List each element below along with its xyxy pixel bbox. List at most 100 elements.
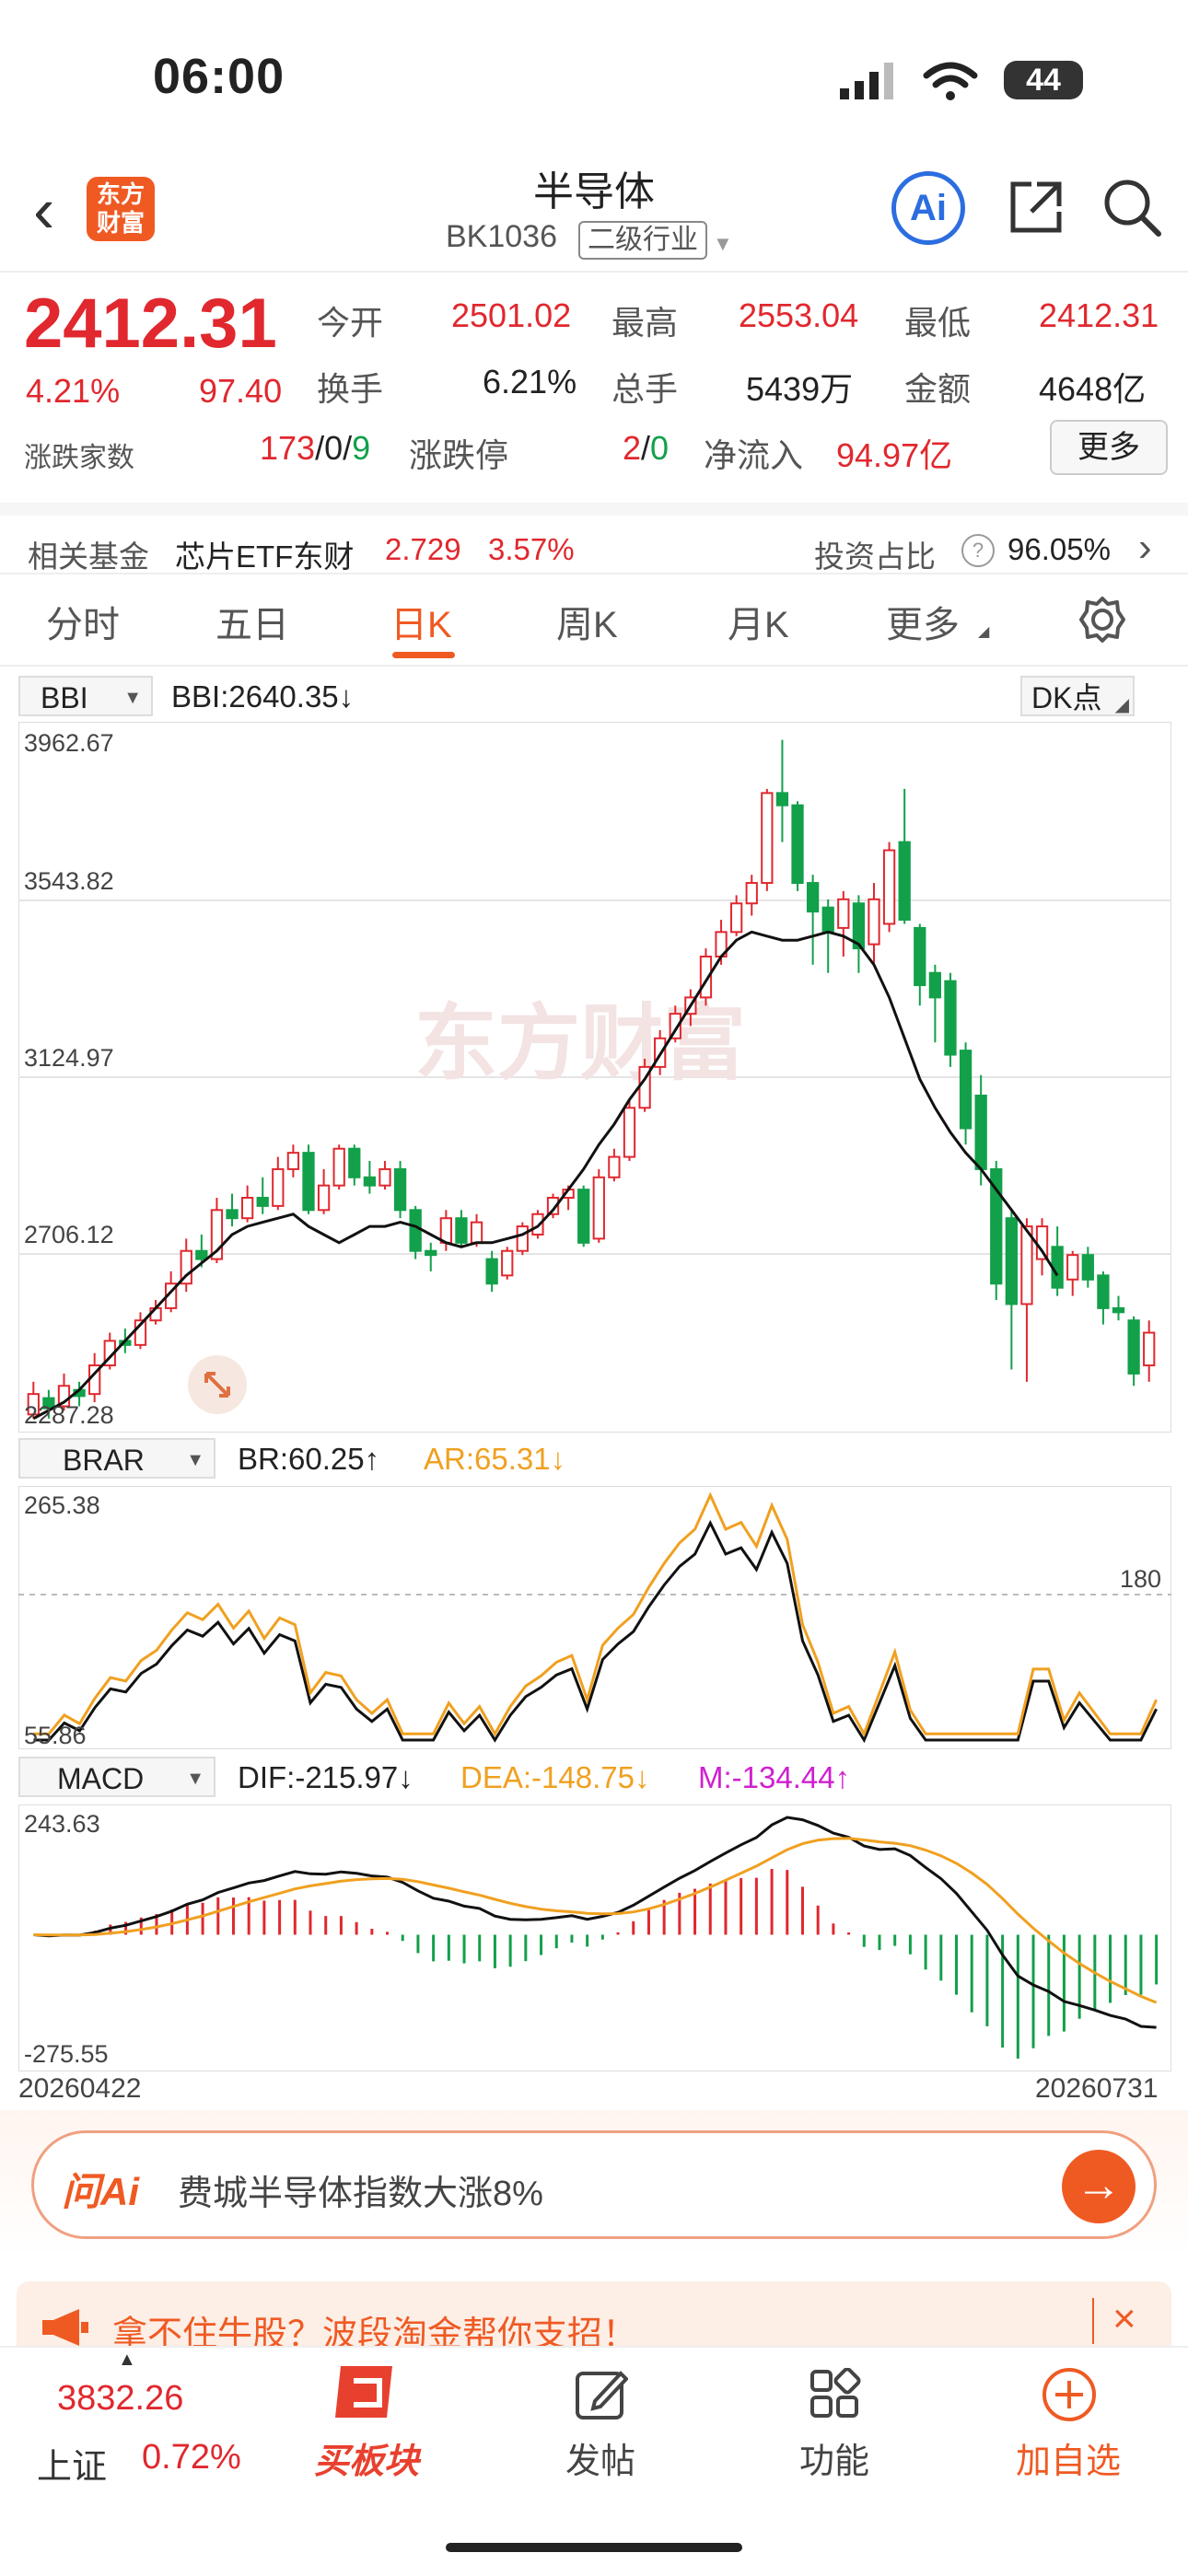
- candle-body: [317, 1184, 331, 1212]
- open-label: 今开: [317, 304, 384, 342]
- y-label-4: 2287.28: [24, 1401, 114, 1429]
- candle-body: [379, 1167, 391, 1187]
- candle-body: [882, 849, 896, 925]
- tab-more[interactable]: 更多: [886, 605, 960, 645]
- sector-tag[interactable]: 二级行业: [578, 221, 707, 260]
- signal-icon: [840, 63, 893, 99]
- candle-body: [806, 882, 820, 913]
- back-icon[interactable]: ‹: [33, 174, 55, 246]
- bbi-line: [32, 930, 1059, 1421]
- grid-icon: [810, 2368, 861, 2418]
- candle-body: [256, 1196, 269, 1207]
- triangle-icon: ◢: [978, 624, 990, 640]
- count-label: 涨跌家数: [24, 443, 134, 473]
- index-value[interactable]: 3832.26: [57, 2379, 184, 2418]
- candle-body: [1097, 1274, 1110, 1309]
- chevron-down-icon[interactable]: ▼: [713, 232, 733, 255]
- help-icon[interactable]: ?: [961, 534, 995, 567]
- nav-post[interactable]: 发帖: [508, 2357, 693, 2513]
- candle-body: [210, 1209, 224, 1260]
- bottom-nav: ▲ 3832.26 上证 0.72% 买板块 发帖 功能 加自选: [0, 2346, 1188, 2576]
- candle-body: [1005, 1217, 1018, 1305]
- limit-label: 涨跌停: [409, 436, 509, 474]
- candle-body: [1127, 1319, 1140, 1375]
- candle-body: [286, 1152, 300, 1170]
- ar-value: AR:65.31↓: [424, 1442, 566, 1476]
- indicator-select-bbi[interactable]: BBI ▼: [18, 676, 153, 716]
- candle-body: [516, 1225, 529, 1252]
- share-icon[interactable]: [1006, 177, 1066, 238]
- ask-ai-bar[interactable]: 问Ai 费城半导体指数大涨8% →: [31, 2130, 1157, 2239]
- br-value: BR:60.25↑: [238, 1442, 380, 1476]
- candle-body: [592, 1176, 605, 1240]
- arrow-right-icon[interactable]: →: [1062, 2150, 1136, 2223]
- caret-up-icon[interactable]: ▲: [118, 2350, 136, 2370]
- candle-body: [959, 1050, 973, 1130]
- amount-value: 4648亿: [1039, 370, 1147, 408]
- candle-body: [455, 1217, 468, 1244]
- candle-body: [546, 1196, 560, 1215]
- quote-more-button[interactable]: 更多: [1050, 420, 1168, 475]
- candle-body: [180, 1249, 192, 1285]
- megaphone-icon: [42, 2309, 88, 2346]
- nav-add-watchlist[interactable]: 加自选: [976, 2357, 1160, 2513]
- high-label: 最高: [611, 304, 679, 342]
- index-pct[interactable]: 0.72%: [142, 2438, 241, 2477]
- edit-icon: [576, 2371, 628, 2419]
- candle-body: [393, 1167, 407, 1212]
- y-label-2: 3124.97: [24, 1044, 114, 1072]
- candle-body: [302, 1152, 315, 1212]
- expand-icon[interactable]: [188, 1355, 247, 1414]
- high-value: 2553.04: [739, 296, 859, 334]
- settings-icon[interactable]: [1077, 595, 1127, 644]
- bbi-value: BBI:2640.35↓: [171, 679, 355, 714]
- ratio-label: 投资占比: [814, 540, 936, 574]
- candle-body: [730, 902, 743, 934]
- fund-name[interactable]: 芯片ETF东财: [175, 540, 355, 574]
- amount-label: 金额: [904, 370, 972, 408]
- date-start: 20260422: [18, 2073, 142, 2104]
- candle-body: [425, 1249, 437, 1257]
- count-values: 173/0/9: [260, 429, 371, 467]
- dk-button[interactable]: DK点 ◢: [1020, 676, 1135, 716]
- home-indicator: [446, 2543, 742, 2552]
- change-value: 97.40: [199, 372, 283, 410]
- tab-yuek[interactable]: 月K: [728, 605, 789, 645]
- tab-zhouk[interactable]: 周K: [556, 605, 618, 645]
- candle-body: [27, 1393, 40, 1416]
- dif-value: DIF:-215.97↓: [238, 1760, 413, 1794]
- search-icon[interactable]: [1101, 177, 1162, 238]
- nav-buy-sector[interactable]: 买板块: [274, 2357, 459, 2513]
- candlestick-chart[interactable]: 东方财富 3962.67 3543.82 3124.97 2706.12 228…: [18, 722, 1171, 1433]
- chevron-right-icon[interactable]: ›: [1138, 525, 1152, 570]
- app-logo: 东方 财富: [87, 177, 155, 241]
- y-label-0: 3962.67: [24, 729, 114, 757]
- date-end: 20260731: [1035, 2073, 1159, 2104]
- tab-fenshi[interactable]: 分时: [46, 605, 120, 645]
- active-tab-indicator: [392, 652, 455, 658]
- battery-indicator: 44: [1004, 61, 1083, 99]
- fund-label: 相关基金: [28, 540, 149, 574]
- candle-body: [699, 955, 713, 999]
- open-value: 2501.02: [451, 296, 572, 334]
- brar-ref: 180: [1120, 1565, 1161, 1593]
- candle-body: [1066, 1254, 1079, 1281]
- indicator-select-brar[interactable]: BRAR ▼: [18, 1438, 215, 1479]
- candle-body: [898, 841, 911, 922]
- low-label: 最低: [904, 304, 972, 342]
- fund-price: 2.729: [385, 532, 461, 566]
- indicator-select-macd[interactable]: MACD ▼: [18, 1757, 215, 1797]
- wifi-icon: [923, 62, 978, 100]
- candle-body: [745, 882, 758, 905]
- tab-wuri[interactable]: 五日: [215, 605, 289, 645]
- nav-functions[interactable]: 功能: [742, 2357, 926, 2513]
- candle-body: [409, 1209, 422, 1252]
- status-time: 06:00: [153, 49, 285, 104]
- close-icon[interactable]: ×: [1112, 2296, 1136, 2341]
- candle-body: [837, 898, 850, 929]
- turnover-label: 换手: [317, 370, 384, 408]
- ai-button[interactable]: Ai: [891, 171, 965, 245]
- tab-rik[interactable]: 日K: [390, 605, 452, 645]
- current-price: 2412.31: [24, 284, 277, 363]
- index-name[interactable]: 上证: [37, 2448, 108, 2487]
